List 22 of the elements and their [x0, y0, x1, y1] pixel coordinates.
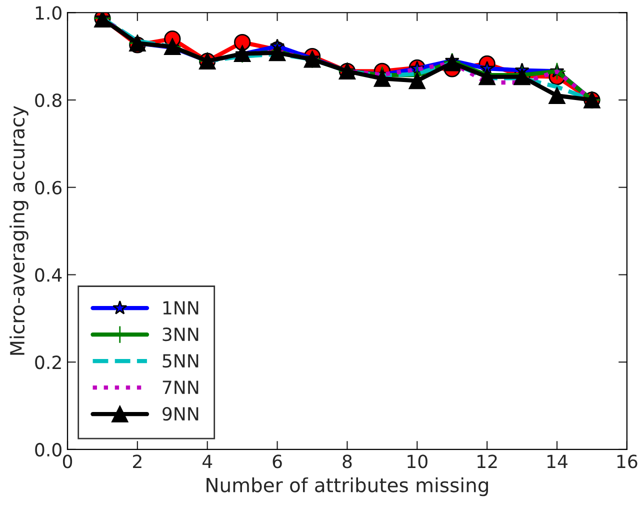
- x-axis-title: Number of attributes missing: [206, 477, 488, 496]
- y-tick-label: 0.0: [35, 442, 62, 457]
- x-tick-label: 16: [617, 454, 638, 468]
- x-tick-label: 4: [202, 454, 212, 468]
- x-tick-label: 2: [133, 454, 142, 468]
- legend-label: 7NN: [162, 380, 198, 394]
- y-tick-label: 0.4: [35, 268, 62, 282]
- x-tick-label: 12: [478, 454, 497, 468]
- x-tick-label: 0: [62, 454, 72, 468]
- legend-label: 5NN: [162, 354, 198, 368]
- x-tick-label: 6: [272, 454, 282, 468]
- y-tick-label: 0.2: [35, 356, 61, 370]
- y-tick-label: 0.6: [35, 180, 62, 194]
- y-tick-label: 1.0: [36, 6, 62, 20]
- legend-label: 1NN: [163, 301, 198, 314]
- x-tick-label: 8: [342, 454, 352, 468]
- x-tick-label: 14: [547, 454, 568, 468]
- y-axis-title: Micro-averaging accuracy: [10, 106, 28, 355]
- y-tick-label: 0.8: [35, 93, 62, 108]
- legend-label: 3NN: [162, 328, 198, 342]
- x-tick-label: 10: [408, 454, 428, 468]
- legend-label: 9NN: [162, 407, 198, 421]
